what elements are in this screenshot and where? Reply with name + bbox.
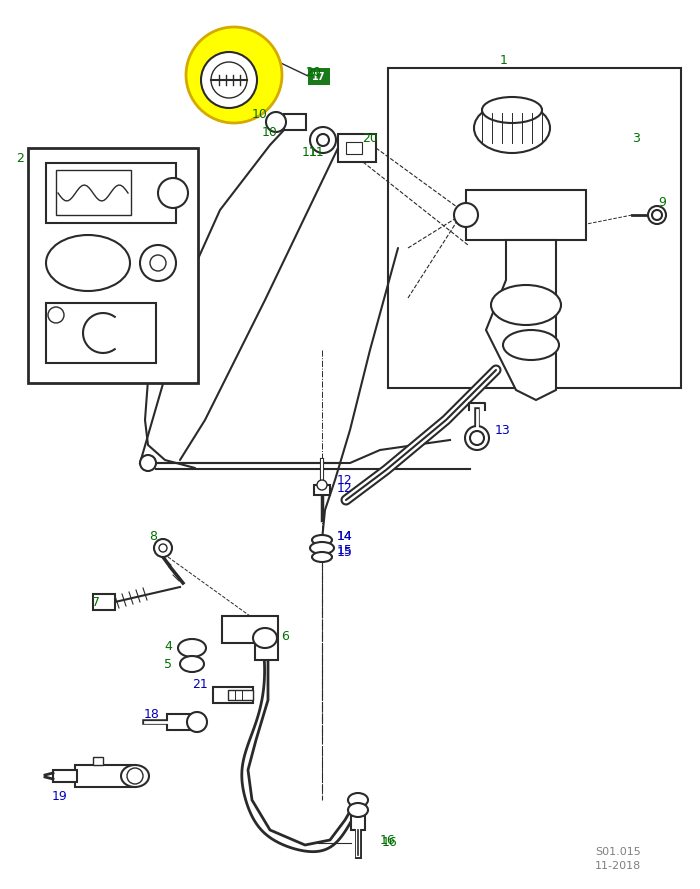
Bar bbox=[46, 303, 156, 363]
Text: 8: 8 bbox=[149, 531, 157, 543]
Text: 17: 17 bbox=[312, 71, 326, 82]
Text: 3: 3 bbox=[632, 132, 640, 145]
Text: 18: 18 bbox=[144, 709, 160, 722]
Text: 10: 10 bbox=[262, 126, 278, 140]
Text: S01.015: S01.015 bbox=[595, 847, 640, 857]
Text: 1: 1 bbox=[500, 53, 508, 67]
Circle shape bbox=[140, 455, 156, 471]
Ellipse shape bbox=[317, 134, 329, 146]
Bar bbox=[53, 770, 77, 782]
Text: 20: 20 bbox=[305, 67, 321, 79]
Ellipse shape bbox=[310, 542, 334, 554]
Bar bbox=[351, 800, 365, 830]
Text: 15: 15 bbox=[337, 544, 353, 557]
Text: 16: 16 bbox=[382, 837, 398, 850]
Polygon shape bbox=[222, 616, 278, 660]
Ellipse shape bbox=[317, 480, 327, 490]
Bar bbox=[346, 142, 362, 154]
Ellipse shape bbox=[154, 539, 172, 557]
Ellipse shape bbox=[648, 206, 666, 224]
Circle shape bbox=[201, 52, 257, 108]
Ellipse shape bbox=[253, 628, 277, 648]
Bar bbox=[284, 114, 306, 130]
Text: 12: 12 bbox=[337, 474, 353, 486]
Text: 12: 12 bbox=[337, 482, 353, 494]
Text: 5: 5 bbox=[164, 659, 172, 671]
Ellipse shape bbox=[482, 97, 542, 123]
Ellipse shape bbox=[127, 768, 143, 784]
Bar bbox=[93, 594, 115, 610]
Text: 11: 11 bbox=[309, 147, 325, 159]
Ellipse shape bbox=[312, 535, 332, 545]
Bar bbox=[93, 757, 103, 765]
Text: 14: 14 bbox=[337, 531, 353, 543]
Bar bbox=[314, 485, 330, 495]
Polygon shape bbox=[466, 190, 586, 240]
Ellipse shape bbox=[310, 127, 336, 153]
Bar bbox=[28, 148, 198, 383]
Ellipse shape bbox=[454, 203, 478, 227]
Circle shape bbox=[140, 245, 176, 281]
Ellipse shape bbox=[187, 712, 207, 732]
Text: 4: 4 bbox=[164, 640, 172, 653]
Text: 6: 6 bbox=[281, 629, 289, 643]
Bar bbox=[56, 170, 131, 215]
Bar bbox=[46, 163, 176, 223]
Polygon shape bbox=[486, 240, 556, 400]
Ellipse shape bbox=[266, 112, 286, 132]
Text: 14: 14 bbox=[337, 531, 353, 543]
Bar bbox=[167, 714, 197, 730]
Bar bbox=[308, 68, 330, 85]
Text: 7: 7 bbox=[92, 597, 100, 610]
Text: 19: 19 bbox=[52, 789, 68, 803]
Ellipse shape bbox=[491, 285, 561, 325]
Circle shape bbox=[150, 255, 166, 271]
Ellipse shape bbox=[46, 235, 130, 291]
Text: 11: 11 bbox=[302, 146, 318, 158]
Text: 21: 21 bbox=[192, 678, 208, 692]
Ellipse shape bbox=[652, 210, 662, 220]
Text: 15: 15 bbox=[337, 546, 353, 558]
Text: 16: 16 bbox=[380, 834, 396, 846]
Ellipse shape bbox=[348, 803, 368, 817]
Text: 10: 10 bbox=[252, 108, 268, 122]
Text: 13: 13 bbox=[495, 423, 511, 436]
Ellipse shape bbox=[312, 552, 332, 562]
Ellipse shape bbox=[470, 431, 484, 445]
Bar bbox=[228, 690, 253, 700]
Ellipse shape bbox=[348, 793, 368, 807]
Bar bbox=[75, 765, 135, 787]
Ellipse shape bbox=[159, 544, 167, 552]
Text: 11-2018: 11-2018 bbox=[595, 861, 641, 871]
Circle shape bbox=[158, 178, 188, 208]
Circle shape bbox=[211, 62, 247, 98]
Circle shape bbox=[186, 27, 282, 123]
Text: 9: 9 bbox=[658, 196, 666, 209]
Ellipse shape bbox=[503, 330, 559, 360]
Ellipse shape bbox=[178, 639, 206, 657]
Text: 20: 20 bbox=[362, 132, 378, 145]
Ellipse shape bbox=[474, 103, 550, 153]
Ellipse shape bbox=[121, 765, 149, 787]
Text: 2: 2 bbox=[16, 151, 24, 164]
Bar bbox=[388, 68, 681, 388]
Circle shape bbox=[48, 307, 64, 323]
Ellipse shape bbox=[180, 656, 204, 672]
Ellipse shape bbox=[465, 426, 489, 450]
Bar bbox=[338, 134, 376, 162]
Bar bbox=[213, 687, 253, 703]
